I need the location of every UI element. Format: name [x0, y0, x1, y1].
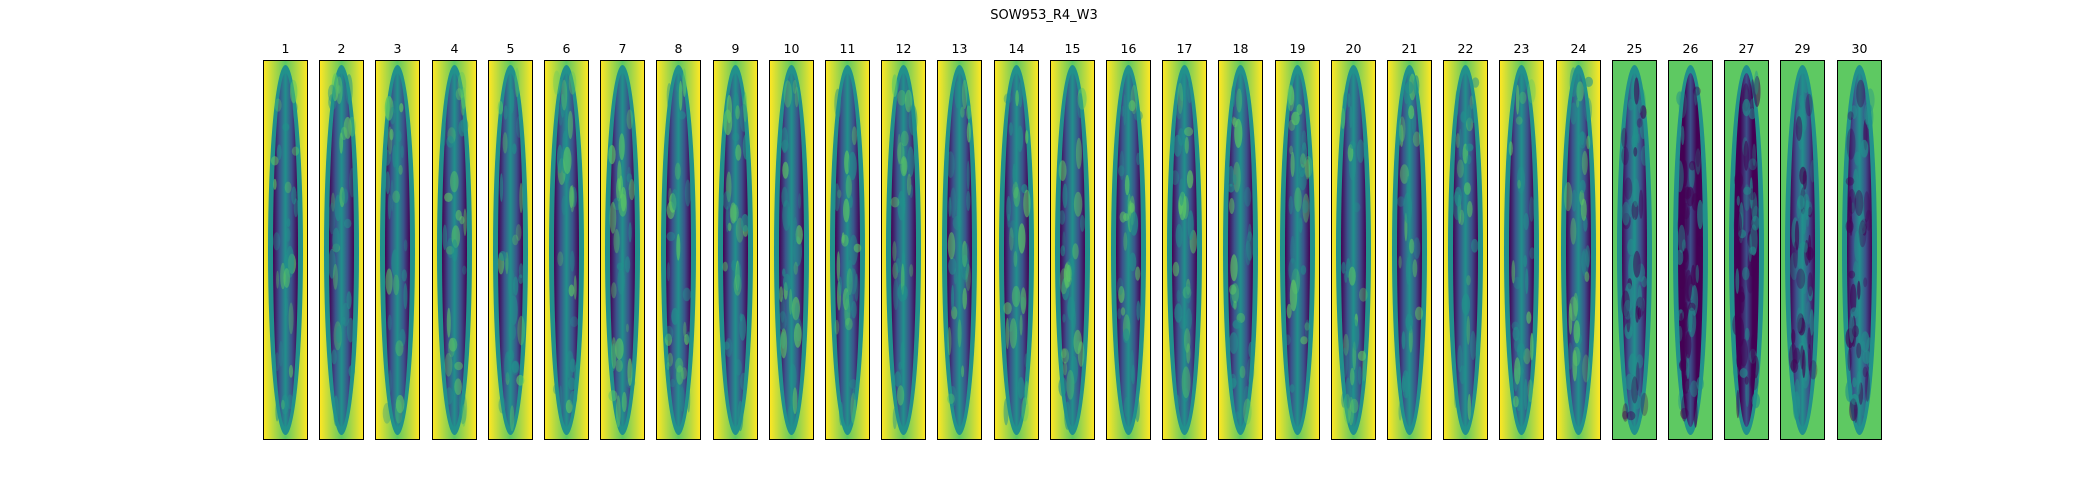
heatmap-image	[995, 61, 1038, 439]
panel-label: 16	[1120, 41, 1137, 56]
heatmap-panel	[1499, 60, 1544, 440]
panel-label: 27	[1738, 41, 1755, 56]
heatmap-panel	[1275, 60, 1320, 440]
heatmap-image	[1219, 61, 1262, 439]
figure-title: SOW953_R4_W3	[990, 8, 1098, 23]
panel-label: 5	[506, 41, 515, 56]
panel-label: 18	[1232, 41, 1249, 56]
heatmap-panel	[881, 60, 926, 440]
heatmap-image	[264, 61, 307, 439]
heatmap-image	[657, 61, 700, 439]
panel-label: 23	[1513, 41, 1530, 56]
heatmap-panel	[1724, 60, 1769, 440]
heatmap-panel	[825, 60, 870, 440]
heatmap-image	[376, 61, 419, 439]
panel-label: 13	[951, 41, 968, 56]
panel-label: 22	[1457, 41, 1474, 56]
heatmap-image	[433, 61, 476, 439]
panel-label: 15	[1064, 41, 1081, 56]
heatmap-panel	[263, 60, 308, 440]
heatmap-image	[826, 61, 869, 439]
heatmap-panel	[1668, 60, 1713, 440]
panel-label: 21	[1401, 41, 1418, 56]
heatmap-panel	[994, 60, 1039, 440]
panel-label: 20	[1345, 41, 1362, 56]
heatmap-image	[882, 61, 925, 439]
heatmap-panel	[937, 60, 982, 440]
heatmap-panel	[1218, 60, 1263, 440]
panel-label: 3	[393, 41, 402, 56]
panel-label: 8	[674, 41, 683, 56]
panel-label: 9	[731, 41, 740, 56]
heatmap-panel	[1780, 60, 1825, 440]
heatmap-image	[1838, 61, 1881, 439]
heatmap-image	[1163, 61, 1206, 439]
panel-label: 14	[1008, 41, 1025, 56]
heatmap-image	[770, 61, 813, 439]
heatmap-panel	[1387, 60, 1432, 440]
heatmap-panel	[769, 60, 814, 440]
heatmap-panel	[544, 60, 589, 440]
heatmap-panel	[713, 60, 758, 440]
heatmap-panel	[432, 60, 477, 440]
heatmap-image	[1613, 61, 1656, 439]
heatmap-panel	[1556, 60, 1601, 440]
heatmap-image	[601, 61, 644, 439]
heatmap-panel	[656, 60, 701, 440]
heatmap-panel	[319, 60, 364, 440]
heatmap-panel	[1331, 60, 1376, 440]
panel-label: 24	[1570, 41, 1587, 56]
heatmap-image	[1725, 61, 1768, 439]
heatmap-panel	[1162, 60, 1207, 440]
heatmap-panel	[600, 60, 645, 440]
panel-label: 12	[895, 41, 912, 56]
panel-label: 1	[281, 41, 290, 56]
heatmap-image	[1781, 61, 1824, 439]
heatmap-image	[1500, 61, 1543, 439]
heatmap-panel	[1050, 60, 1095, 440]
heatmap-image	[1051, 61, 1094, 439]
heatmap-image	[1669, 61, 1712, 439]
heatmap-image	[938, 61, 981, 439]
heatmap-image	[1557, 61, 1600, 439]
panel-label: 4	[450, 41, 459, 56]
heatmap-panel	[1443, 60, 1488, 440]
heatmap-image	[1276, 61, 1319, 439]
panel-label: 6	[562, 41, 571, 56]
heatmap-image	[1332, 61, 1375, 439]
panel-label: 29	[1794, 41, 1811, 56]
heatmap-image	[1388, 61, 1431, 439]
panel-label: 2	[337, 41, 346, 56]
heatmap-panel	[1612, 60, 1657, 440]
panel-label: 17	[1176, 41, 1193, 56]
panel-label: 25	[1626, 41, 1643, 56]
heatmap-image	[320, 61, 363, 439]
panel-label: 10	[783, 41, 800, 56]
heatmap-panel	[375, 60, 420, 440]
panel-label: 30	[1851, 41, 1868, 56]
panel-label: 11	[839, 41, 856, 56]
panel-label: 26	[1682, 41, 1699, 56]
heatmap-image	[1444, 61, 1487, 439]
heatmap-panel	[1106, 60, 1151, 440]
heatmap-panel	[1837, 60, 1882, 440]
heatmap-image	[545, 61, 588, 439]
panel-label: 19	[1289, 41, 1306, 56]
panel-label: 7	[618, 41, 627, 56]
heatmap-image	[489, 61, 532, 439]
heatmap-image	[1107, 61, 1150, 439]
heatmap-panel	[488, 60, 533, 440]
heatmap-image	[714, 61, 757, 439]
